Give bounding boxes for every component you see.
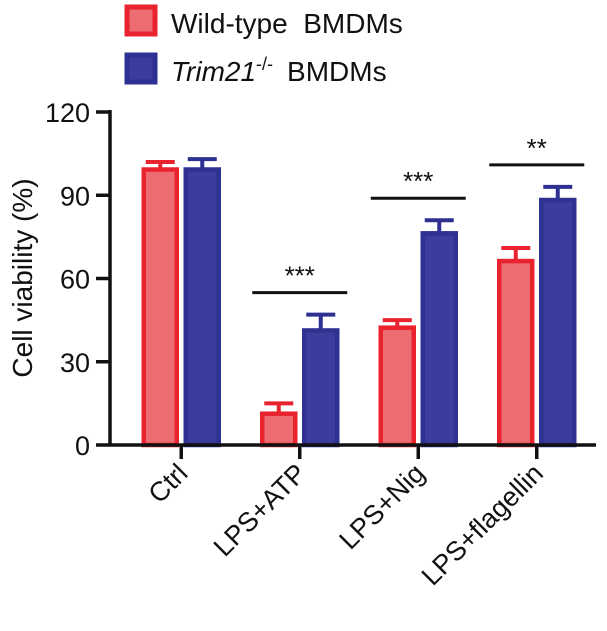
y-tick-label: 120	[45, 98, 90, 128]
bar-ctrl-wild-type	[141, 167, 179, 448]
bar-lps-flagellin-trim21-ko	[539, 197, 577, 448]
legend-label-trim21-italic: Trim21	[171, 56, 256, 87]
legend-label-trim21-ko: Trim21-/- BMDMs	[171, 54, 387, 87]
y-tick-label: 30	[60, 348, 90, 378]
bar-lps-nig-wild-type	[378, 325, 416, 448]
bar-ctrl-trim21-ko	[183, 167, 221, 448]
y-axis: 0 30 60 90 120	[45, 98, 112, 461]
legend: Wild-type BMDMs Trim21-/- BMDMs	[124, 4, 403, 87]
y-tick-label: 90	[60, 181, 90, 211]
legend-label-trim21-suffix: BMDMs	[287, 56, 387, 87]
x-tick-label-ctrl: Ctrl	[143, 458, 194, 509]
y-tick-label: 60	[60, 265, 90, 295]
x-tick-label-lps-atp: LPS+ATP	[208, 458, 312, 562]
significance-label-lps-flagellin: **	[527, 133, 547, 163]
bar-lps-nig-trim21-ko	[420, 231, 458, 448]
bar-lps-flagellin-wild-type	[497, 258, 535, 448]
significance-markers: ********	[252, 133, 585, 295]
significance-label-lps-nig: ***	[403, 166, 433, 196]
legend-swatch-wild-type	[124, 4, 158, 37]
y-axis-label: Cell viability (%)	[7, 178, 38, 377]
x-tick-label-lps-nig: LPS+Nig	[333, 458, 430, 555]
legend-swatch-trim21-ko	[124, 52, 158, 85]
significance-label-lps-atp: ***	[285, 261, 315, 291]
bar-lps-atp-wild-type	[260, 411, 298, 448]
bar-lps-atp-trim21-ko	[302, 328, 340, 448]
bars	[141, 157, 577, 448]
x-tick-label-lps-flagellin: LPS+flagellin	[416, 458, 549, 591]
y-tick-label: 0	[75, 431, 90, 461]
legend-label-trim21-sup: -/-	[256, 54, 273, 74]
legend-label-wild-type: Wild-type BMDMs	[171, 8, 403, 39]
